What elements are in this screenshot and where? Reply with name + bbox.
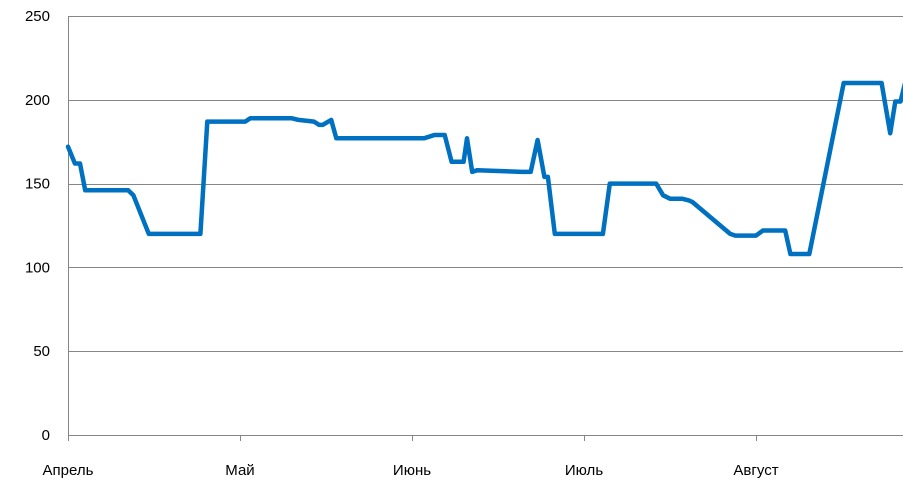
- series-layer: [65, 80, 903, 257]
- x-tick-label: Август: [733, 462, 778, 479]
- x-tick-label: Июль: [565, 462, 603, 479]
- y-tick-label: 100: [25, 259, 50, 276]
- y-tick-labels: 0 50 100 150 200 250: [25, 8, 50, 444]
- x-axis: [68, 16, 903, 441]
- y-tick-label: 150: [25, 176, 50, 193]
- x-tick-label: Апрель: [43, 462, 94, 479]
- gridlines: [68, 16, 903, 352]
- x-tick-label: Июнь: [393, 462, 431, 479]
- y-tick-label: 250: [25, 8, 50, 25]
- x-tick-labels: Апрель Май Июнь Июль Август: [43, 462, 779, 479]
- x-tick-label: Май: [225, 462, 254, 479]
- y-tick-label: 50: [33, 343, 50, 360]
- series-line-0: [65, 80, 903, 257]
- y-tick-label: 0: [42, 427, 50, 444]
- y-tick-label: 200: [25, 92, 50, 109]
